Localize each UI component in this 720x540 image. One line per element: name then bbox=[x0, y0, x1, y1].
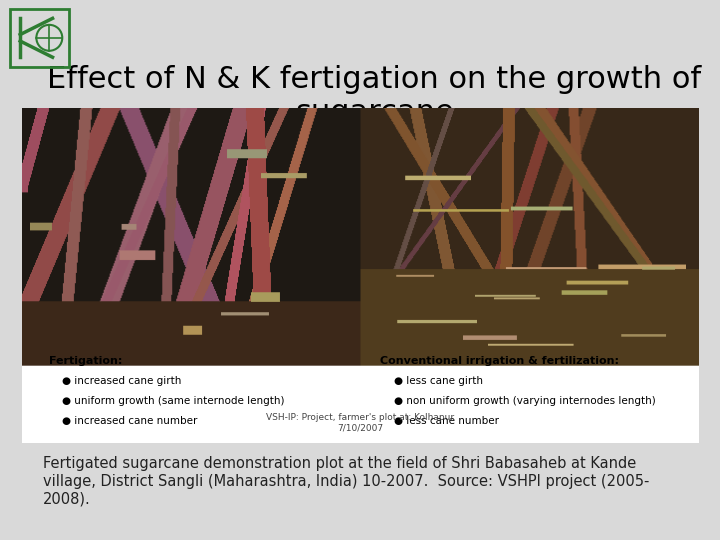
Text: Conventional irrigation & fertilization:: Conventional irrigation & fertilization: bbox=[380, 356, 619, 366]
Text: VSH-IP: Project, farmer's plot at: Kolhapur
7/10/2007: VSH-IP: Project, farmer's plot at: Kolha… bbox=[266, 413, 454, 433]
Text: Fertigation:: Fertigation: bbox=[49, 356, 122, 366]
Text: ● uniform growth (same internode length): ● uniform growth (same internode length) bbox=[62, 396, 284, 406]
Text: ● non uniform growth (varying internodes length): ● non uniform growth (varying internodes… bbox=[394, 396, 656, 406]
Text: ● increased cane number: ● increased cane number bbox=[62, 416, 197, 426]
Text: ● increased cane girth: ● increased cane girth bbox=[62, 376, 181, 386]
Text: ● less cane girth: ● less cane girth bbox=[394, 376, 483, 386]
Text: Fertigated sugarcane demonstration plot at the field of Shri Babasaheb at Kande
: Fertigated sugarcane demonstration plot … bbox=[43, 456, 649, 506]
Text: ● less cane number: ● less cane number bbox=[394, 416, 499, 426]
Text: Effect of N & K fertigation on the growth of
sugarcane: Effect of N & K fertigation on the growt… bbox=[48, 65, 701, 127]
